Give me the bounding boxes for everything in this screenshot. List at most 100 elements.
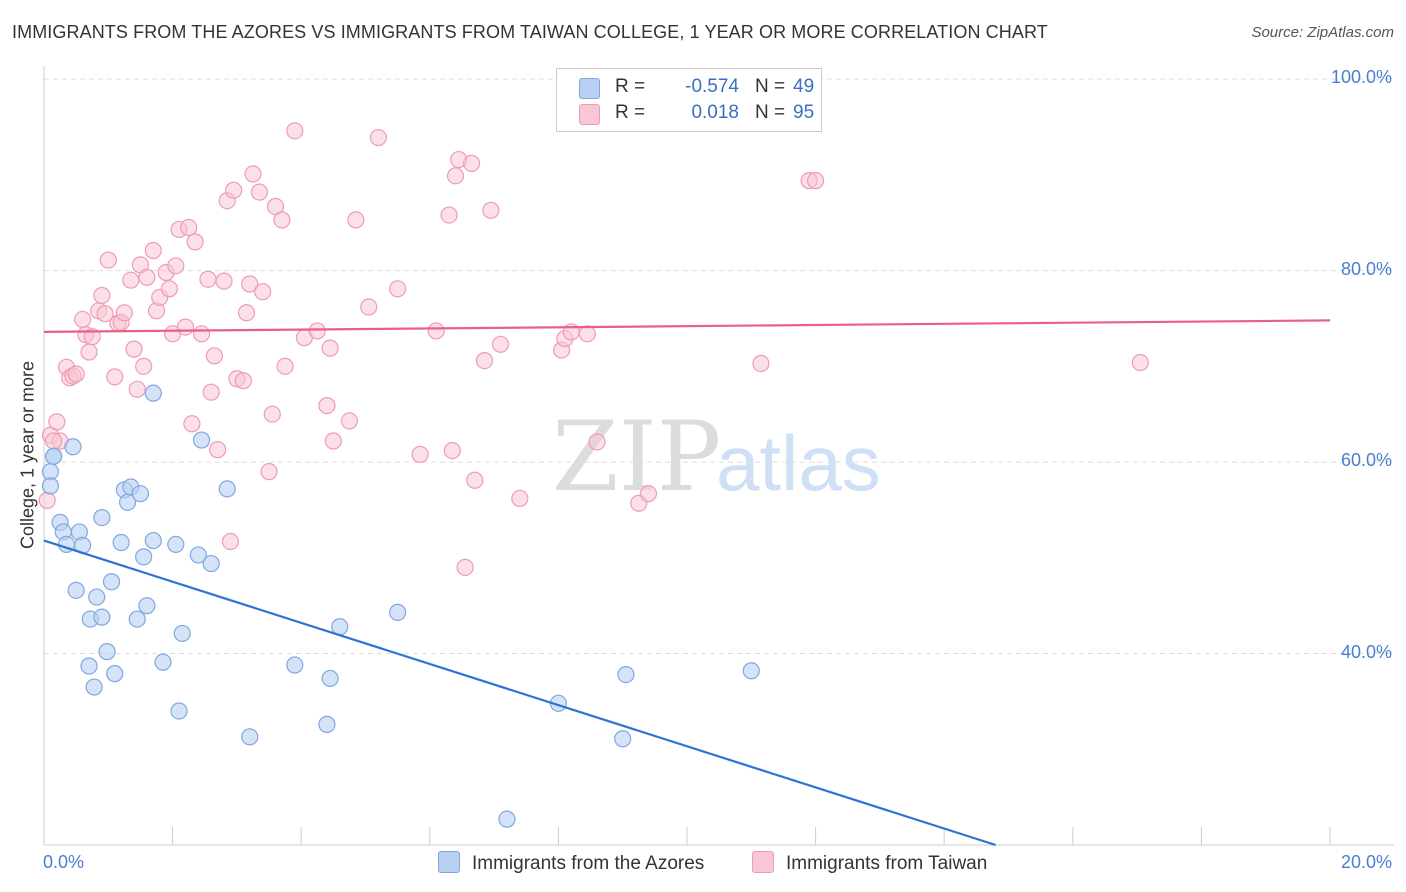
taiwan-point [99, 251, 117, 269]
x-tick-label-max: 20.0% [1340, 852, 1392, 872]
watermark-atlas: atlas [716, 419, 881, 507]
taiwan-point [324, 432, 342, 450]
azores-point [106, 665, 124, 683]
taiwan-point [321, 339, 339, 357]
taiwan-point [122, 271, 140, 289]
azores-point [170, 702, 188, 720]
azores-swatch [579, 78, 600, 99]
taiwan-point [639, 485, 658, 503]
series-azores [41, 384, 760, 828]
azores-point [64, 438, 82, 456]
azores-point [154, 653, 172, 671]
taiwan-point [73, 310, 92, 329]
taiwan-point [241, 275, 259, 293]
taiwan-point [93, 286, 111, 305]
y-tick-label-60: 60.0% [1340, 450, 1392, 471]
taiwan-point [286, 122, 304, 140]
bottom-azores-swatch [438, 851, 460, 873]
taiwan-point [462, 154, 481, 172]
taiwan-point [160, 280, 178, 298]
chart-title: IMMIGRANTS FROM THE AZORES VS IMMIGRANTS… [12, 22, 1048, 42]
taiwan-point [308, 322, 326, 340]
taiwan-point [176, 318, 195, 336]
gridlines [44, 78, 1394, 655]
taiwan-point [138, 268, 156, 286]
taiwan-point [446, 167, 465, 185]
azores-point [135, 548, 153, 566]
azores-point [173, 624, 191, 643]
azores-point [617, 665, 635, 684]
taiwan-point [411, 445, 429, 464]
taiwan-point [180, 218, 198, 237]
taiwan-point [273, 211, 291, 229]
azores-point [389, 603, 407, 621]
taiwan-trend-line [43, 319, 1331, 333]
taiwan-point [250, 183, 269, 201]
taiwan-r-value: 0.018 [691, 102, 739, 123]
bottom-legend-azores: Immigrants from the Azores [438, 851, 704, 877]
taiwan-point [318, 396, 336, 415]
taiwan-point [244, 165, 262, 183]
taiwan-point [115, 304, 133, 322]
azores-point [85, 678, 103, 696]
taiwan-point [106, 368, 124, 386]
watermark-zip: ZIP [552, 401, 721, 513]
azores-point [192, 431, 211, 449]
taiwan-point [456, 558, 474, 576]
taiwan-n-label: N = [755, 102, 786, 123]
azores-point [318, 715, 336, 733]
azores-point [202, 554, 220, 573]
azores-point [41, 477, 60, 495]
taiwan-point [237, 304, 256, 322]
azores-n-value: 49 [793, 76, 815, 97]
taiwan-point [440, 206, 458, 224]
trend-lines [43, 319, 1331, 847]
taiwan-point [389, 280, 407, 298]
x-tick-label-min: 0.0% [43, 852, 85, 872]
taiwan-point [263, 405, 281, 423]
taiwan-point [205, 347, 223, 365]
taiwan-point [125, 340, 143, 358]
azores-point [614, 730, 632, 748]
azores-point [67, 581, 85, 599]
azores-point [218, 480, 236, 498]
taiwan-point [144, 241, 162, 260]
taiwan-n-value: 95 [793, 102, 815, 123]
azores-point [93, 508, 111, 527]
azores-point [88, 588, 106, 606]
taiwan-point [578, 325, 596, 343]
axes [43, 66, 1394, 846]
taiwan-point [225, 181, 243, 199]
bottom-azores-label: Immigrants from the Azores [472, 853, 705, 874]
taiwan-point [45, 432, 63, 450]
taiwan-point [135, 357, 153, 375]
taiwan-point [186, 233, 204, 251]
azores-point [241, 728, 259, 746]
taiwan-point [491, 335, 510, 353]
taiwan-point [221, 532, 240, 551]
taiwan-point [67, 365, 85, 383]
azores-point [189, 546, 207, 564]
taiwan-point [38, 491, 56, 509]
taiwan-point [80, 343, 98, 361]
taiwan-point [83, 328, 101, 346]
azores-point [498, 810, 516, 828]
azores-point [742, 662, 760, 680]
y-tick-label-100: 100.0% [1330, 67, 1392, 88]
taiwan-point [276, 357, 294, 375]
taiwan-point [752, 354, 770, 373]
source-label: Source: ZipAtlas.com [1251, 24, 1394, 41]
taiwan-point [254, 283, 272, 301]
taiwan-point [806, 172, 825, 190]
azores-point [321, 669, 339, 688]
bottom-taiwan-swatch [752, 851, 774, 873]
azores-point [102, 573, 121, 591]
azores-point [286, 656, 304, 674]
y-tick-label-40: 40.0% [1340, 641, 1392, 662]
azores-point [45, 447, 63, 465]
taiwan-point [48, 413, 66, 431]
taiwan-point [260, 463, 278, 481]
azores-point [144, 384, 162, 402]
taiwan-r-label: R = [615, 102, 646, 123]
watermark: ZIP atlas [552, 401, 881, 513]
